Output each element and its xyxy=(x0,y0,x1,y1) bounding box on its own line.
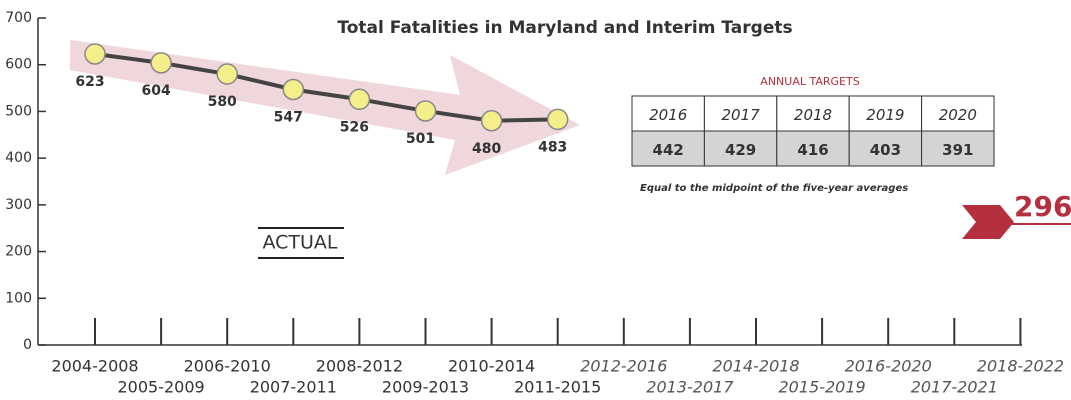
table-cell xyxy=(776,95,850,132)
year-label: 2020 xyxy=(939,106,977,124)
data-label: 604 xyxy=(141,83,170,99)
data-label: 483 xyxy=(538,139,567,155)
target-label: 391 xyxy=(942,141,973,159)
x-tick-label: 2013-2017 xyxy=(646,378,734,397)
trend-arrow xyxy=(70,40,580,175)
x-tick-label: 2008-2012 xyxy=(316,357,403,376)
y-tick-label: 300 xyxy=(5,197,32,213)
y-tick-label: 400 xyxy=(5,150,32,166)
target-value: 296 xyxy=(1014,190,1071,223)
y-tick-label: 200 xyxy=(5,244,32,260)
data-label: 580 xyxy=(208,94,237,110)
marker xyxy=(216,63,238,85)
x-tick-label: 2006-2010 xyxy=(184,357,271,376)
x-tick-label: 2015-2019 xyxy=(778,378,865,397)
marker xyxy=(282,78,305,101)
table-cell xyxy=(848,130,923,167)
marker xyxy=(84,43,106,65)
line xyxy=(94,51,558,123)
x-tick-label: 2010-2014 xyxy=(448,357,535,376)
x-tick-label: 2018-2022 xyxy=(977,357,1064,376)
y-tick-label: 500 xyxy=(5,103,32,119)
x-tick-label: 2017-2021 xyxy=(911,378,998,397)
chart-title: Total Fatalities in Maryland and Interim… xyxy=(337,18,792,38)
year-label: 2019 xyxy=(866,106,904,124)
table-cell xyxy=(703,95,778,132)
x-tick-label: 2005-2009 xyxy=(117,378,204,397)
target-label: 429 xyxy=(725,141,756,159)
target-label: 416 xyxy=(797,141,828,159)
data-label: 501 xyxy=(406,131,435,147)
marker xyxy=(150,52,172,74)
x-tick-label: 2009-2013 xyxy=(382,378,469,397)
table-cell xyxy=(776,130,850,167)
target-label: 403 xyxy=(870,141,901,159)
x-tick-label: 2007-2011 xyxy=(250,378,337,397)
x-tick-label: 2011-2015 xyxy=(514,378,601,397)
table-cell xyxy=(921,130,995,167)
x-tick-label: 2012-2016 xyxy=(580,357,667,376)
y-tick-label: 100 xyxy=(5,290,32,306)
data-label: 480 xyxy=(472,141,501,157)
table-cell xyxy=(703,130,778,167)
marker xyxy=(480,110,503,132)
data-label: 623 xyxy=(75,74,104,90)
year-label: 2018 xyxy=(794,106,832,124)
x-tick-label: 2016-2020 xyxy=(845,357,932,376)
marker xyxy=(414,100,437,122)
marker xyxy=(546,108,569,131)
year-label: 2017 xyxy=(722,106,761,124)
target-label: 442 xyxy=(653,141,684,159)
marker xyxy=(348,88,371,111)
actual-label: ACTUAL xyxy=(262,232,337,254)
table-cell xyxy=(631,95,705,132)
y-tick-label: 600 xyxy=(5,57,32,73)
table-cell xyxy=(848,95,923,132)
x-tick-label: 2004-2008 xyxy=(51,357,138,376)
target-chevron xyxy=(962,205,1014,239)
data-label: 526 xyxy=(340,119,369,135)
data-label: 547 xyxy=(274,109,303,125)
targets-title: ANNUAL TARGETS xyxy=(760,75,859,88)
y-tick-label: 0 xyxy=(23,337,32,353)
targets-note: Equal to the midpoint of the five-year a… xyxy=(640,183,908,194)
y-tick-label: 700 xyxy=(5,10,32,26)
year-label: 2016 xyxy=(649,106,687,124)
x-tick-label: 2014-2018 xyxy=(712,357,799,376)
targets-table: 2016 442 2017 429 2018 416 2019 403 2020 391 xyxy=(631,95,995,167)
